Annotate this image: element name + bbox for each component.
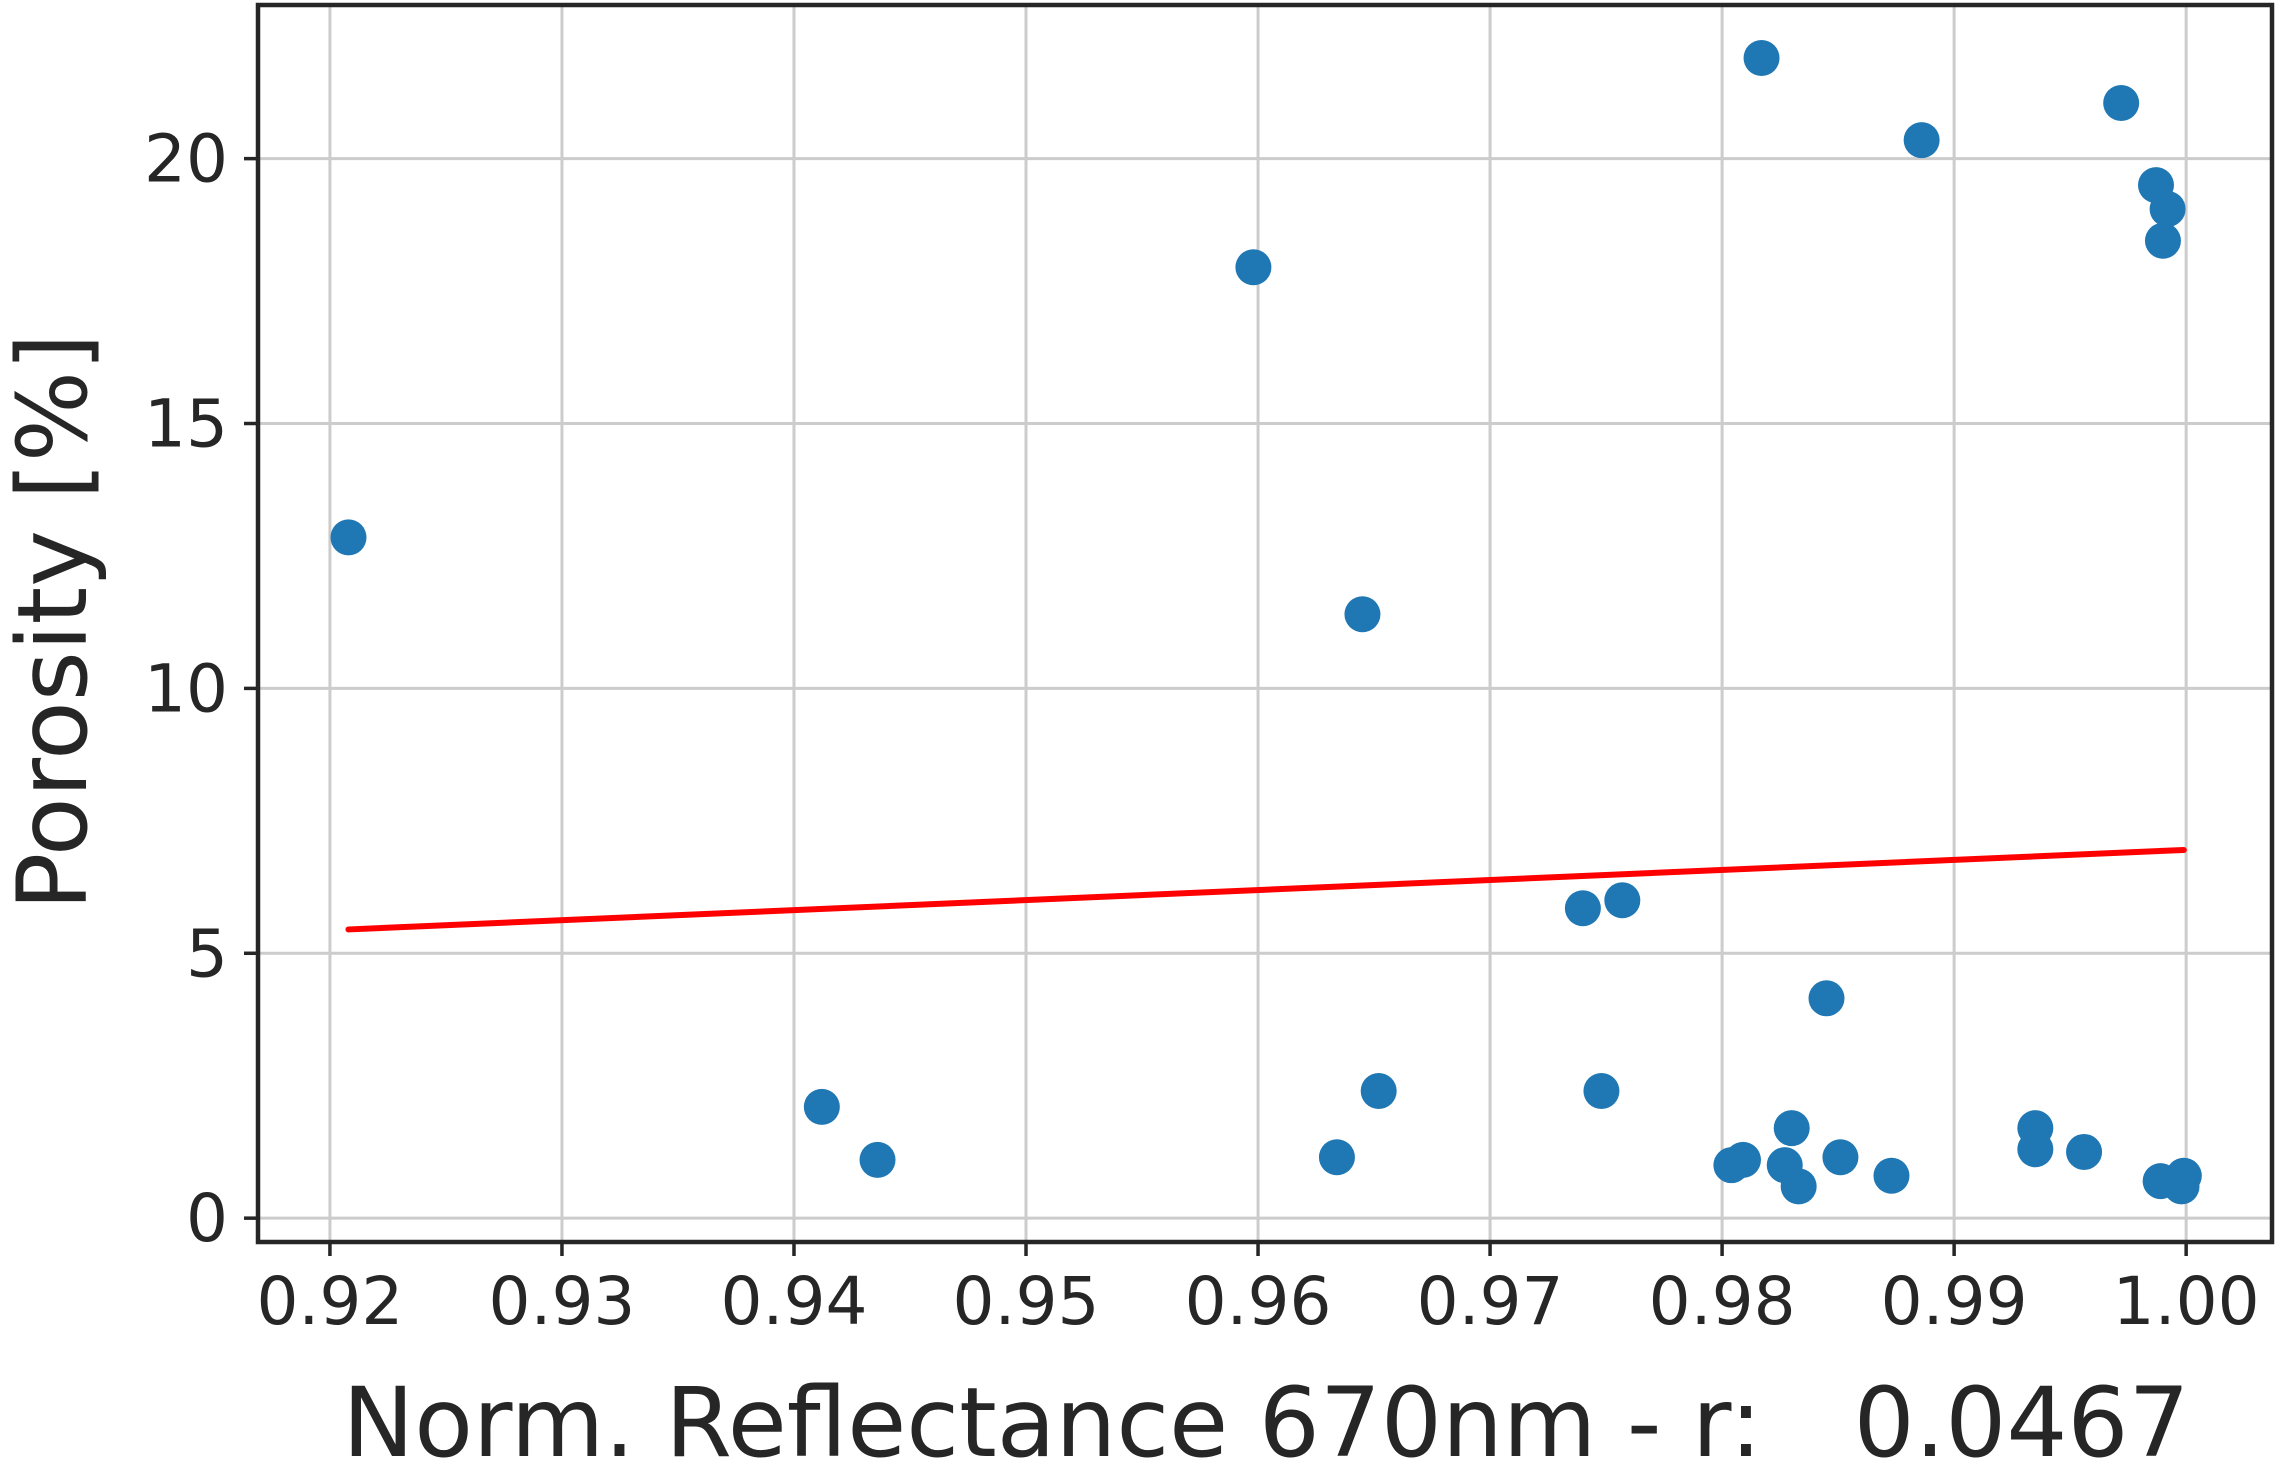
data-point <box>1235 249 1272 286</box>
data-point <box>1773 1110 1810 1147</box>
x-tick-label: 1.00 <box>2113 1263 2260 1340</box>
y-tick-label: 15 <box>144 386 228 463</box>
data-point <box>2017 1131 2054 1168</box>
x-tick-label: 0.94 <box>721 1263 868 1340</box>
x-tick-label: 0.99 <box>1881 1263 2028 1340</box>
data-point <box>2066 1133 2103 1170</box>
plot-frame <box>255 2 2275 1245</box>
y-tick-label: 10 <box>144 650 228 727</box>
x-tick-label: 0.96 <box>1185 1263 1332 1340</box>
y-tick-label: 5 <box>186 915 228 992</box>
data-points <box>330 39 2202 1205</box>
fit-line <box>345 846 2187 933</box>
data-point <box>1344 596 1381 633</box>
data-point <box>1724 1141 1761 1178</box>
data-point <box>1903 122 1940 159</box>
y-tick-label: 20 <box>144 121 228 198</box>
data-point <box>2144 222 2181 259</box>
axis-ticks: 0.92 0.93 0.94 0.95 0.96 0.97 0.98 0.99 1.00 0 5 10… <box>144 121 2260 1340</box>
x-tick-label: 0.98 <box>1649 1263 1796 1340</box>
x-tick-label: 0.93 <box>488 1263 635 1340</box>
data-point <box>1360 1073 1397 1110</box>
x-tick-label: 0.95 <box>953 1263 1100 1340</box>
data-point <box>1780 1168 1817 1205</box>
grid-lines <box>258 5 2272 1242</box>
data-point <box>1822 1139 1859 1176</box>
data-point <box>2103 85 2140 122</box>
data-point <box>1318 1139 1355 1176</box>
y-axis-title: Porosity [%] <box>0 333 109 910</box>
data-point <box>1583 1073 1620 1110</box>
y-tick-label: 0 <box>186 1180 228 1257</box>
x-tick-label: 0.92 <box>256 1263 403 1340</box>
data-point <box>1604 882 1641 919</box>
regression-line <box>345 846 2187 933</box>
data-point <box>1873 1157 1910 1194</box>
data-point <box>803 1088 840 1125</box>
data-point <box>2149 190 2186 227</box>
x-axis-title: Norm. Reflectance 670nm - r: 0.0467 <box>342 1367 2189 1479</box>
data-point <box>330 519 367 556</box>
data-point <box>1808 980 1845 1017</box>
data-point <box>2165 1157 2202 1194</box>
data-point <box>1743 39 1780 76</box>
x-tick-label: 0.97 <box>1417 1263 1564 1340</box>
data-point <box>1564 890 1601 927</box>
data-point <box>859 1141 896 1178</box>
